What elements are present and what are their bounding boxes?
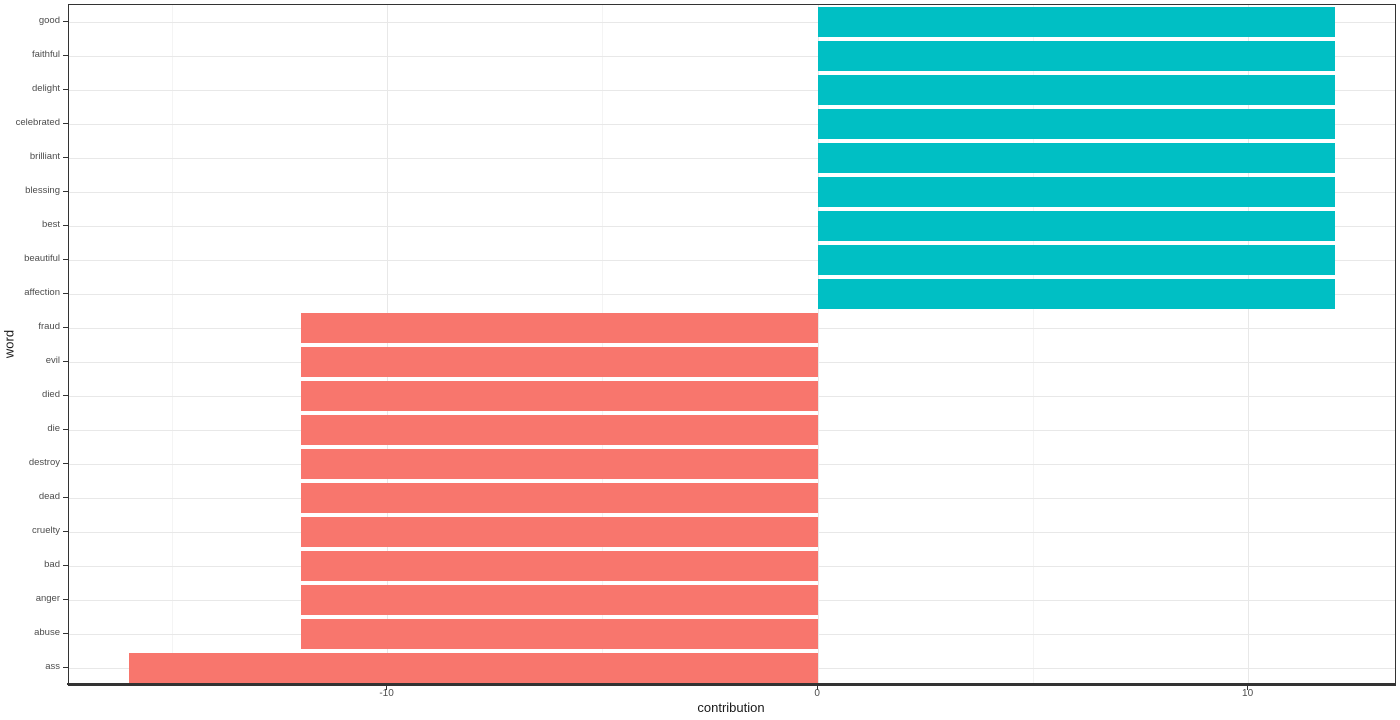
x-tick-mark: [816, 686, 818, 690]
bar-anger: [301, 584, 819, 616]
bar-destroy: [301, 448, 819, 480]
gridline-horizontal: [69, 259, 1395, 261]
y-tick-mark: [63, 54, 68, 56]
gridline-vertical-major: [1248, 5, 1250, 685]
gridline-vertical-major: [817, 5, 819, 685]
bar-fraud: [301, 312, 819, 344]
y-tick-mark: [63, 394, 68, 396]
gridline-vertical-minor: [171, 5, 173, 685]
gridline-vertical-major: [387, 5, 389, 685]
gridline-horizontal: [69, 21, 1395, 23]
bar-delight: [818, 74, 1335, 106]
y-tick-label: destroy: [28, 457, 60, 468]
gridline-horizontal: [69, 157, 1395, 159]
bar-affection: [818, 278, 1335, 310]
x-tick-label: -10: [379, 688, 394, 699]
y-tick-mark: [63, 360, 68, 362]
y-tick-label: faithful: [32, 49, 60, 60]
y-tick-label: fraud: [38, 321, 60, 332]
bar-evil: [301, 346, 819, 378]
y-tick-mark: [63, 156, 68, 158]
gridline-horizontal: [69, 123, 1395, 125]
bar-brilliant: [818, 142, 1335, 174]
y-tick-label: good: [38, 15, 60, 26]
gridline-vertical-minor: [1032, 5, 1034, 685]
y-tick-mark: [63, 88, 68, 90]
y-tick-label: abuse: [34, 627, 60, 638]
y-tick-mark: [63, 224, 68, 226]
gridline-horizontal: [69, 89, 1395, 91]
y-tick-label: evil: [45, 355, 60, 366]
y-tick-label: blessing: [25, 185, 60, 196]
y-tick-label: delight: [32, 83, 60, 94]
y-tick-mark: [63, 428, 68, 430]
y-tick-label: celebrated: [15, 117, 60, 128]
x-tick-label: 0: [814, 688, 820, 699]
y-tick-mark: [63, 632, 68, 634]
y-tick-label: brilliant: [29, 151, 60, 162]
bar-good: [818, 6, 1335, 38]
bar-abuse: [301, 618, 819, 650]
bar-died: [301, 380, 819, 412]
x-tick-mark: [386, 686, 388, 690]
gridline-horizontal: [69, 191, 1395, 193]
y-tick-label: ass: [45, 661, 60, 672]
y-tick-mark: [63, 20, 68, 22]
y-tick-mark: [63, 462, 68, 464]
y-tick-label: cruelty: [32, 525, 60, 536]
y-tick-label: best: [42, 219, 60, 230]
gridline-horizontal: [69, 293, 1395, 295]
y-tick-mark: [63, 530, 68, 532]
x-axis-title: contribution: [697, 700, 765, 715]
y-tick-mark: [63, 564, 68, 566]
y-axis-title: word: [1, 329, 17, 359]
gridline-horizontal: [69, 55, 1395, 57]
y-tick-label: beautiful: [24, 253, 60, 264]
bar-faithful: [818, 40, 1335, 72]
bar-blessing: [818, 176, 1335, 208]
bar-bad: [301, 550, 819, 582]
bar-ass: [129, 652, 819, 684]
bar-die: [301, 414, 819, 446]
y-tick-label: affection: [24, 287, 60, 298]
bar-best: [818, 210, 1335, 242]
bar-beautiful: [818, 244, 1335, 276]
bar-dead: [301, 482, 819, 514]
bar-celebrated: [818, 108, 1335, 140]
bar-cruelty: [301, 516, 819, 548]
x-tick-mark: [1247, 686, 1249, 690]
y-tick-label: dead: [38, 491, 60, 502]
y-tick-label: bad: [44, 559, 60, 570]
y-tick-mark: [63, 190, 68, 192]
y-tick-mark: [63, 122, 68, 124]
y-tick-mark: [63, 496, 68, 498]
y-tick-mark: [63, 666, 68, 668]
gridline-vertical-minor: [602, 5, 604, 685]
y-tick-mark: [63, 326, 68, 328]
y-tick-mark: [63, 258, 68, 260]
y-tick-label: die: [47, 423, 60, 434]
y-tick-mark: [63, 598, 68, 600]
x-tick-label: 10: [1242, 688, 1254, 699]
plot-panel: [68, 4, 1396, 686]
gridline-horizontal: [69, 225, 1395, 227]
y-tick-label: anger: [35, 593, 60, 604]
y-tick-mark: [63, 292, 68, 294]
y-tick-label: died: [42, 389, 60, 400]
x-axis-line: [67, 683, 1395, 685]
